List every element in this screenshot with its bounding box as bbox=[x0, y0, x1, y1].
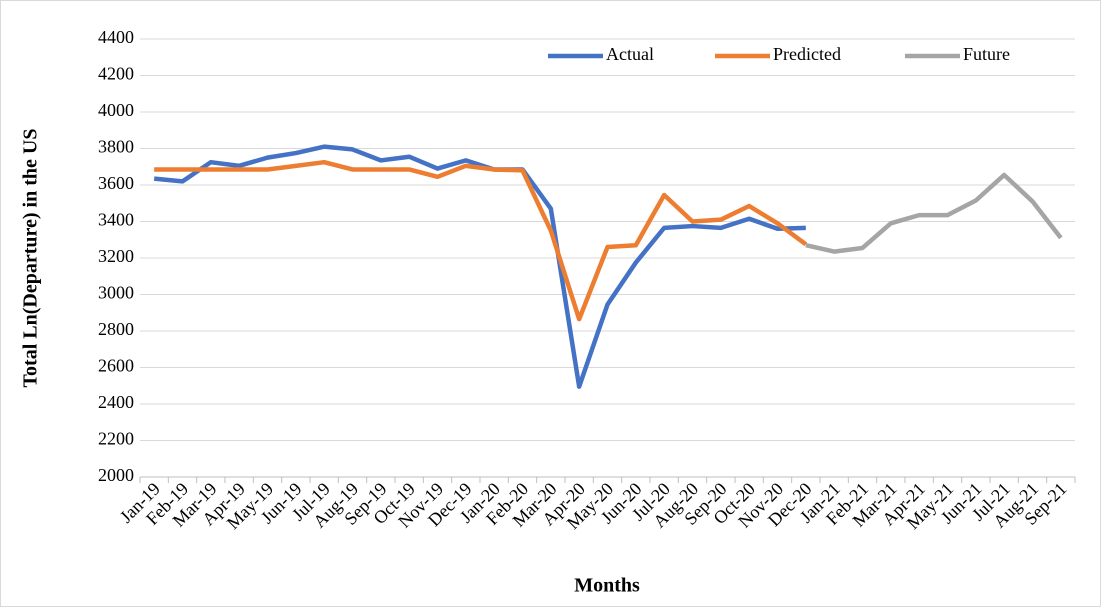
y-tick-label: 3400 bbox=[98, 210, 134, 230]
line-series bbox=[153, 144, 806, 389]
legend-label: Future bbox=[963, 44, 1010, 64]
y-tick-label: 4000 bbox=[98, 100, 134, 120]
y-tick-label: 2200 bbox=[98, 429, 134, 449]
legend-label: Predicted bbox=[773, 44, 841, 64]
legend-label: Actual bbox=[606, 44, 654, 64]
y-tick-label: 2000 bbox=[98, 465, 134, 485]
y-tick-label: 3800 bbox=[98, 137, 134, 157]
y-tick-label: 3200 bbox=[98, 246, 134, 266]
y-tick-label: 2600 bbox=[98, 356, 134, 376]
y-axis-title: Total Ln(Departure) in the US bbox=[20, 129, 42, 388]
y-tick-label: 3600 bbox=[98, 173, 134, 193]
y-tick-label: 4400 bbox=[98, 27, 134, 47]
line-series bbox=[805, 172, 1063, 254]
y-tick-label: 4200 bbox=[98, 64, 134, 84]
y-tick-label: 2800 bbox=[98, 319, 134, 339]
y-tick-label: 3000 bbox=[98, 283, 134, 303]
x-axis-title: Months bbox=[574, 575, 640, 597]
line-series bbox=[154, 159, 808, 322]
y-tick-label: 2400 bbox=[98, 392, 134, 412]
